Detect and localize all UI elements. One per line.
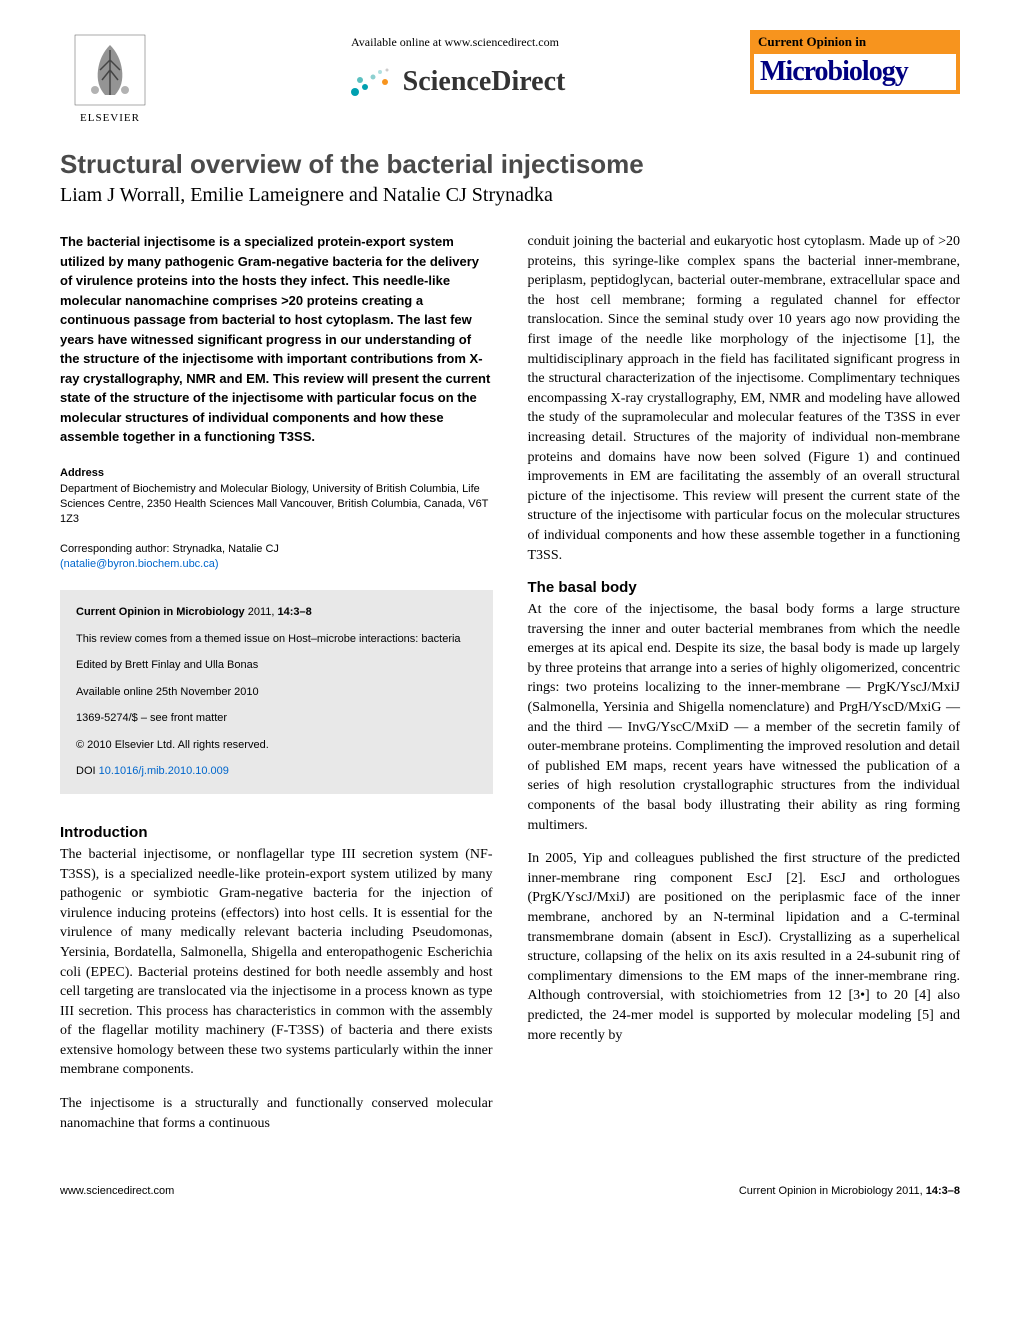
- sciencedirect-block: Available online at www.sciencedirect.co…: [160, 30, 750, 102]
- address-text: Department of Biochemistry and Molecular…: [60, 482, 493, 528]
- elsevier-logo-block: ELSEVIER: [60, 30, 160, 124]
- footer-left: www.sciencedirect.com: [60, 1185, 174, 1197]
- sciencedirect-logo: ScienceDirect: [345, 62, 566, 102]
- sciencedirect-dots-icon: [345, 62, 395, 102]
- footer-year: 2011,: [896, 1185, 923, 1197]
- basal-paragraph-2: In 2005, Yip and colleagues published th…: [528, 849, 961, 1045]
- footer-journal: Current Opinion in Microbiology: [739, 1185, 893, 1197]
- elsevier-tree-icon: [70, 30, 150, 110]
- article-title: Structural overview of the bacterial inj…: [60, 149, 960, 180]
- introduction-heading: Introduction: [60, 824, 493, 841]
- two-column-layout: The bacterial injectisome is a specializ…: [60, 232, 960, 1147]
- basal-body-heading: The basal body: [528, 579, 961, 596]
- page-header: ELSEVIER Available online at www.science…: [60, 30, 960, 124]
- basal-paragraph-1: At the core of the injectisome, the basa…: [528, 600, 961, 835]
- citation-journal: Current Opinion in Microbiology: [76, 606, 245, 618]
- footer-right: Current Opinion in Microbiology 2011, 14…: [739, 1185, 960, 1197]
- issn-text: 1369-5274/$ – see front matter: [76, 710, 477, 727]
- sciencedirect-text: ScienceDirect: [403, 66, 566, 98]
- journal-name: Microbiology: [750, 54, 960, 94]
- abstract-text: The bacterial injectisome is a specializ…: [60, 232, 493, 447]
- left-column: The bacterial injectisome is a specializ…: [60, 232, 493, 1147]
- address-label: Address: [60, 467, 493, 479]
- footer-pages: 14:3–8: [926, 1185, 960, 1197]
- edited-by-text: Edited by Brett Finlay and Ulla Bonas: [76, 657, 477, 674]
- intro-paragraph-1: The bacterial injectisome, or nonflagell…: [60, 845, 493, 1080]
- corresponding-label: Corresponding author: Strynadka, Natalie…: [60, 543, 279, 555]
- citation-info-box: Current Opinion in Microbiology 2011, 14…: [60, 590, 493, 794]
- col2-paragraph-1: conduit joining the bacterial and eukary…: [528, 232, 961, 565]
- page-footer: www.sciencedirect.com Current Opinion in…: [60, 1177, 960, 1197]
- doi-line: DOI 10.1016/j.mib.2010.10.009: [76, 763, 477, 780]
- citation-line: Current Opinion in Microbiology 2011, 14…: [76, 604, 477, 621]
- article-authors: Liam J Worrall, Emilie Lameignere and Na…: [60, 184, 960, 207]
- journal-label: Current Opinion in: [750, 30, 960, 54]
- intro-paragraph-2: The injectisome is a structurally and fu…: [60, 1094, 493, 1133]
- corresponding-email[interactable]: (natalie@byron.biochem.ubc.ca): [60, 558, 219, 570]
- right-column: conduit joining the bacterial and eukary…: [528, 232, 961, 1147]
- doi-link[interactable]: 10.1016/j.mib.2010.10.009: [99, 765, 229, 777]
- citation-pages: 14:3–8: [278, 606, 312, 618]
- available-online-text: Available online at www.sciencedirect.co…: [351, 35, 559, 50]
- copyright-text: © 2010 Elsevier Ltd. All rights reserved…: [76, 737, 477, 754]
- journal-badge: Current Opinion in Microbiology: [750, 30, 960, 94]
- corresponding-author: Corresponding author: Strynadka, Natalie…: [60, 542, 493, 573]
- doi-label: DOI: [76, 765, 96, 777]
- available-date-text: Available online 25th November 2010: [76, 684, 477, 701]
- elsevier-label: ELSEVIER: [80, 112, 140, 124]
- citation-year: 2011,: [248, 606, 275, 618]
- themed-issue-text: This review comes from a themed issue on…: [76, 631, 477, 648]
